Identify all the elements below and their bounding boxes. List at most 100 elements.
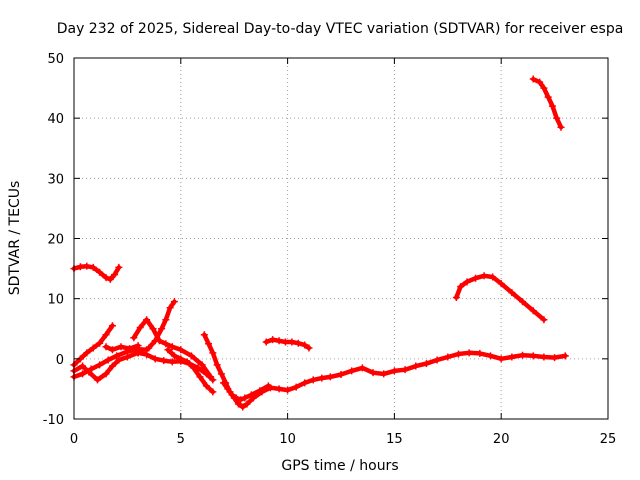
data-point-plus [454,350,462,358]
data-point-plus [205,340,213,348]
data-point-plus [326,373,334,381]
series-track-13 [452,272,548,324]
data-point-plus [292,383,300,391]
data-point-plus [269,336,277,344]
data-point-plus [380,370,388,378]
data-point-plus [106,275,114,283]
data-point-plus [457,283,465,291]
data-point-plus [202,370,210,378]
data-point-plus [281,338,289,346]
y-tick-label: 50 [47,52,64,67]
data-point-plus [145,344,153,352]
data-point-plus [79,362,87,370]
data-point-plus [305,344,313,352]
data-point-plus [540,316,548,324]
data-point-plus [85,368,93,376]
data-point-plus [422,360,430,368]
data-point-plus [136,324,144,332]
data-point-plus [102,274,110,282]
data-point-plus [108,322,116,330]
data-point-plus [117,343,125,351]
data-point-plus [113,352,121,360]
y-axis-label: SDTVAR / TECUs [7,181,23,296]
data-point-plus [143,351,151,359]
data-point-plus [548,102,556,110]
x-axis-label: GPS time / hours [281,458,398,474]
data-point-plus [301,341,309,349]
data-point-plus [241,394,249,402]
data-point-plus [108,362,116,370]
x-tick-label: 10 [279,432,296,447]
data-point-plus [544,93,552,101]
data-point-plus [162,340,170,348]
x-tick-label: 15 [386,432,403,447]
data-point-plus [369,369,377,377]
data-point-plus [452,293,460,301]
data-point-plus [166,304,174,312]
data-point-plus [288,338,296,346]
data-point-plus [234,400,242,408]
data-point-plus [143,316,151,324]
series-track-9 [164,346,217,396]
series-track-line [135,350,216,383]
data-point-plus [149,325,157,333]
x-tick-label: 5 [177,432,185,447]
data-point-plus [213,361,221,369]
data-point-plus [209,349,217,357]
series-track-5 [102,342,142,354]
data-point-plus [536,78,544,86]
data-point-plus [102,331,110,339]
data-point-plus [170,352,178,360]
data-point-plus [89,344,97,352]
data-point-plus [294,339,302,347]
data-point-plus [508,289,516,297]
data-point-plus [529,307,537,315]
data-point-plus [102,343,110,351]
data-point-plus [540,84,548,92]
data-point-plus [177,355,185,363]
data-point-plus [96,268,104,276]
data-point-plus [130,334,138,342]
data-point-plus [220,379,228,387]
x-tick-label: 25 [600,432,617,447]
data-point-plus [401,366,409,374]
data-point-plus [318,374,326,382]
data-point-plus [134,349,142,357]
data-point-plus [232,394,240,402]
data-point-plus [497,280,505,288]
data-point-plus [177,346,185,354]
data-point-plus [102,370,110,378]
data-point-plus [553,114,561,122]
series-track-14 [529,75,565,131]
data-point-plus [247,391,255,399]
data-point-plus [196,373,204,381]
data-point-plus [183,358,191,366]
data-point-plus [170,298,178,306]
data-point-plus [151,337,159,345]
y-tick-label: 40 [47,112,64,127]
data-point-plus [519,298,527,306]
series-track-11 [220,379,272,404]
axis-ticks: 0 5 10 15 20 25 -10 0 10 20 30 40 50 [43,52,617,447]
data-point-plus [168,358,176,366]
y-tick-label: 10 [47,293,64,308]
data-point-plus [472,274,480,282]
data-point-plus [508,353,516,361]
series-track-4 [70,349,142,384]
series-track-7 [145,298,178,352]
series-track-6 [130,316,215,381]
data-point-plus [89,263,97,271]
data-point-plus [337,370,345,378]
data-point-plus [158,325,166,333]
data-point-plus [529,352,537,360]
data-point-plus [487,352,495,360]
data-point-plus [256,387,264,395]
data-point-plus [433,356,441,364]
series-track-1 [70,262,123,283]
data-point-plus [358,364,366,372]
data-point-plus [160,357,168,365]
data-point-plus [444,353,452,361]
data-point-plus [540,353,548,361]
